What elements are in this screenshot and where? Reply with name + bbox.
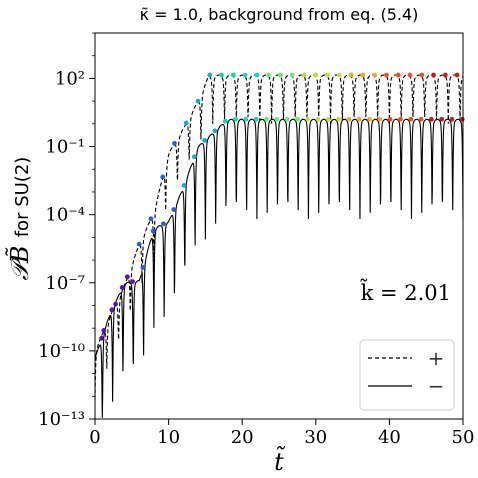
data-marker-minus [284,116,290,122]
y-tick-label: 10⁻⁴ [45,205,85,226]
data-marker-plus [336,72,342,78]
y-tick-label: 10² [55,68,85,89]
data-marker-plus [360,72,366,78]
data-marker-plus [407,72,413,78]
y-axis-label-suffix: for SU(2) [12,157,33,238]
data-marker-minus [305,116,311,122]
wavenumber-annotation: k̃ = 2.01 [360,278,451,305]
data-marker-plus [372,72,378,78]
axis-ticks: 0 10 20 30 40 50 10⁻¹³ 10⁻¹⁰ 10⁻⁷ 10⁻⁴ 10⁻¹ 10² [38,32,475,448]
data-marker-minus [99,335,105,341]
data-marker-minus [130,279,135,284]
data-marker-plus [219,72,224,78]
data-marker-plus [348,72,354,78]
data-marker-minus [140,265,146,270]
x-tick-label: 20 [231,427,254,448]
data-marker-minus [161,221,166,227]
y-tick-label: 10⁻¹⁰ [38,341,85,362]
data-marker-plus [325,72,330,78]
data-marker-minus [346,116,352,122]
data-marker-minus [418,116,424,122]
data-marker-plus [113,301,119,307]
data-marker-plus [454,72,460,78]
data-marker-plus [289,72,295,78]
data-marker-plus [172,140,177,146]
data-marker-plus [148,216,154,222]
y-tick-label: 10⁻¹³ [38,409,85,430]
data-marker-minus [222,118,228,124]
chart-title: κ̃ = 1.0, background from eq. (5.4) [140,5,419,24]
data-marker-minus [181,182,187,188]
data-marker-minus [274,116,280,122]
data-marker-minus [171,207,177,212]
legend: + − [359,339,455,411]
data-marker-plus [442,72,448,78]
data-marker-plus [384,72,389,78]
data-marker-minus [264,116,269,122]
data-marker-minus [109,307,115,313]
data-marker-minus [377,116,383,122]
legend-label-minus: − [428,374,445,398]
y-axis-label-symbol: 𝒫B̃ [6,246,34,281]
data-marker-plus [313,72,319,78]
data-marker-plus [395,72,401,78]
data-marker-minus [150,228,156,234]
data-marker-minus [428,116,434,122]
data-marker-minus [119,285,125,290]
plot-frame [94,32,464,420]
data-marker-minus [459,116,465,122]
series-line-minus [94,118,464,418]
data-marker-minus [315,116,321,122]
data-marker-plus [207,72,213,78]
data-marker-plus [160,174,166,180]
data-marker-minus [295,116,300,122]
x-tick-label: 40 [378,427,401,448]
data-marker-plus [431,72,436,78]
data-marker-minus [191,154,197,160]
data-marker-minus [202,138,208,143]
data-marker-minus [233,116,238,122]
data-marker-plus [278,72,283,78]
x-tick-label: 30 [304,427,327,448]
data-marker-minus [325,116,331,122]
data-marker-plus [254,72,260,78]
data-marker-plus [124,274,130,280]
data-marker-minus [253,116,259,122]
data-marker-minus [356,116,362,122]
data-marker-plus [242,72,248,78]
data-marker-plus [195,98,201,104]
y-tick-label: 10⁻⁷ [45,273,85,294]
data-marker-minus [243,116,249,122]
y-tick-label: 10⁻¹ [45,137,85,158]
x-tick-label: 0 [89,427,100,448]
data-marker-minus [449,116,455,122]
data-marker-plus [230,72,236,78]
x-tick-label: 50 [452,427,475,448]
data-marker-plus [301,72,307,78]
data-marker-plus [101,328,107,333]
data-marker-minus [387,116,393,122]
data-marker-minus [398,116,403,122]
data-marker-plus [136,241,142,247]
markers [99,72,465,341]
y-axis-label: 𝒫B̃ for SU(2) [6,157,34,281]
data-marker-minus [367,116,372,122]
data-marker-plus [419,72,425,78]
data-marker-minus [336,116,342,122]
data-marker-plus [266,72,272,78]
data-marker-minus [439,116,445,122]
data-marker-minus [408,116,414,122]
data-marker-minus [212,128,218,134]
x-axis-label: t̃ [274,445,286,476]
legend-label-plus: + [428,346,445,370]
x-tick-label: 10 [157,427,180,448]
data-marker-plus [183,120,189,126]
